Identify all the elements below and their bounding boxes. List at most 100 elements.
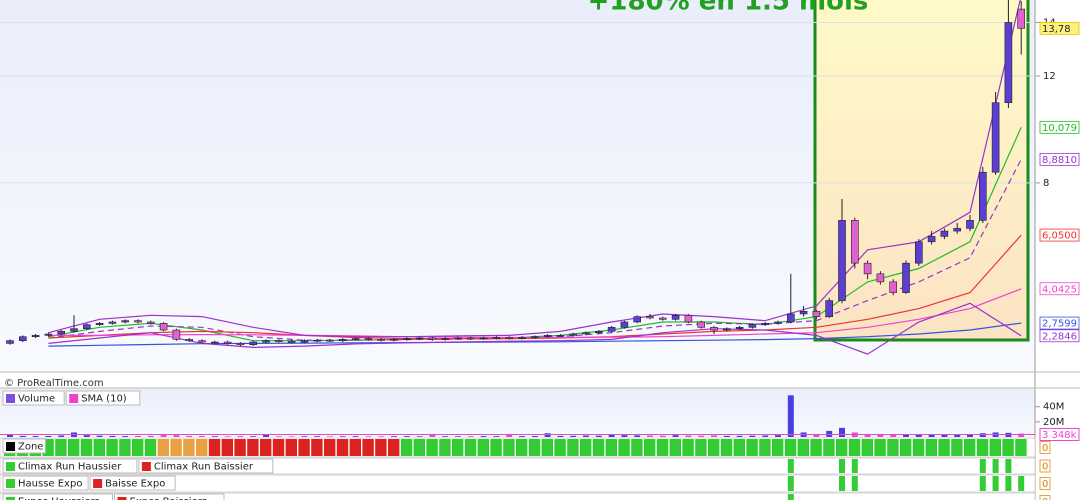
candle-body bbox=[364, 338, 373, 340]
zone-bar bbox=[388, 439, 400, 456]
candle-body bbox=[543, 335, 552, 337]
legend-box bbox=[2, 458, 138, 474]
volume-bar bbox=[275, 436, 282, 437]
legend-label: Expos Haussiers bbox=[18, 497, 100, 500]
signal-bar bbox=[839, 459, 845, 473]
candle-body bbox=[991, 102, 1000, 173]
volume-bar bbox=[442, 436, 449, 437]
volume-bar bbox=[659, 435, 666, 437]
candle-body bbox=[556, 335, 565, 337]
volume-bar bbox=[45, 435, 52, 437]
volume-bar bbox=[749, 435, 756, 437]
candle-body bbox=[1017, 8, 1026, 29]
legend-swatch bbox=[6, 479, 15, 488]
zone-bar bbox=[964, 439, 976, 456]
candle-body bbox=[748, 324, 757, 328]
volume-bar bbox=[672, 435, 679, 437]
volume-bar bbox=[160, 433, 167, 437]
volume-bar bbox=[941, 434, 948, 437]
zone-bar bbox=[516, 439, 528, 456]
level-badge bbox=[1039, 477, 1051, 490]
zone-bar bbox=[221, 439, 233, 456]
volume-bar bbox=[685, 435, 692, 437]
zone-bar bbox=[375, 439, 387, 456]
level-badge bbox=[1039, 120, 1080, 134]
candle-body bbox=[402, 338, 411, 340]
legend-label: Climax Run Baissier bbox=[154, 462, 254, 473]
signal-bar bbox=[1005, 459, 1012, 473]
volume-bar bbox=[109, 435, 116, 437]
candle-body bbox=[147, 321, 155, 324]
candle-body bbox=[198, 340, 206, 343]
signal-bar bbox=[839, 476, 845, 491]
volume-bar bbox=[263, 434, 269, 437]
zone-bar bbox=[1015, 439, 1027, 456]
volume-bar bbox=[723, 435, 730, 437]
zone-bar bbox=[605, 439, 617, 456]
volume-bar bbox=[135, 436, 141, 437]
volume-bar bbox=[711, 435, 717, 437]
zone-bar bbox=[260, 439, 272, 456]
zone-bar bbox=[1002, 439, 1014, 456]
zone-bar bbox=[567, 439, 579, 456]
volume-bar bbox=[787, 395, 794, 437]
candle-body bbox=[326, 339, 334, 342]
legend-box bbox=[65, 390, 141, 406]
zone-bar bbox=[311, 439, 323, 456]
candle-body bbox=[812, 310, 821, 317]
volume-bar bbox=[211, 436, 218, 437]
candle-body bbox=[249, 341, 257, 346]
candle-body bbox=[927, 236, 936, 243]
candle-body bbox=[940, 230, 949, 237]
volume-bar bbox=[288, 436, 295, 437]
indicator-panel bbox=[0, 474, 1036, 493]
candle-body bbox=[518, 337, 526, 339]
volume-bar bbox=[199, 436, 205, 437]
legend-label: SMA (10) bbox=[81, 394, 127, 405]
candle-body bbox=[6, 340, 14, 344]
legend-box bbox=[89, 475, 176, 491]
zone-bar bbox=[772, 439, 784, 456]
zone-bar bbox=[144, 439, 157, 456]
candle-body bbox=[108, 321, 117, 324]
legend-box bbox=[2, 475, 89, 491]
zone-bar bbox=[580, 439, 592, 456]
candle-body bbox=[466, 337, 475, 340]
level-badge bbox=[1039, 152, 1080, 166]
candle-body bbox=[300, 340, 309, 343]
zone-bar bbox=[119, 439, 131, 456]
candle-body bbox=[492, 337, 501, 339]
level-badge bbox=[1039, 21, 1080, 35]
signal-bar bbox=[1005, 476, 1012, 491]
candle-body bbox=[274, 340, 283, 343]
zone-bar bbox=[669, 439, 681, 456]
zone-bar bbox=[759, 439, 771, 456]
zone-bar bbox=[464, 439, 477, 456]
overlay-line bbox=[48, 0, 1021, 338]
level-badge bbox=[1039, 427, 1080, 441]
candle-body bbox=[185, 339, 193, 342]
zone-bar bbox=[912, 439, 925, 456]
watermark: © ProRealTime.com bbox=[4, 378, 104, 389]
y-tick-label: 12 bbox=[1043, 71, 1056, 82]
zone-bar bbox=[362, 439, 374, 456]
zone-bar bbox=[976, 439, 989, 456]
candle-body bbox=[31, 335, 40, 337]
candle-body bbox=[415, 337, 424, 340]
level-label: 2,2846 bbox=[1042, 331, 1077, 342]
candle-body bbox=[377, 339, 386, 341]
y-tick-label: 0 bbox=[1042, 443, 1048, 454]
volume-bar bbox=[365, 436, 372, 437]
candle-body bbox=[441, 338, 450, 340]
signal-bar bbox=[979, 476, 986, 491]
zone-bar bbox=[285, 439, 297, 456]
zone-bar bbox=[400, 439, 413, 456]
indicator-panel bbox=[0, 492, 1036, 500]
zone-bar bbox=[682, 439, 694, 456]
volume-panel bbox=[0, 388, 1035, 438]
candle-body bbox=[121, 320, 129, 323]
candle-body bbox=[338, 339, 347, 342]
candle-body bbox=[505, 337, 514, 339]
volume-bar bbox=[58, 435, 65, 437]
volume-bar bbox=[493, 436, 500, 437]
